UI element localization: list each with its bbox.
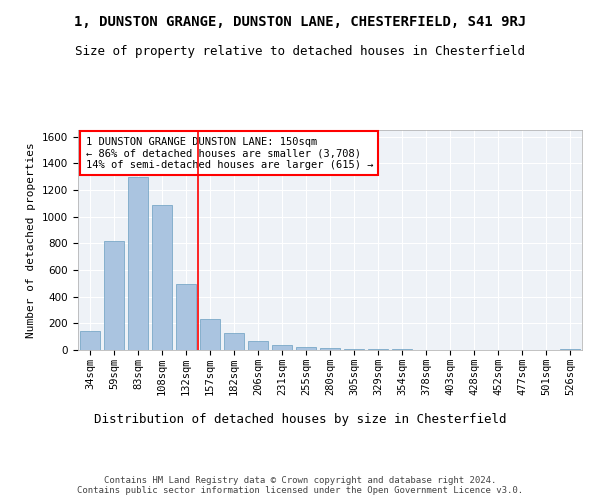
Bar bbox=[152, 204, 172, 350]
Text: Contains HM Land Registry data © Crown copyright and database right 2024.
Contai: Contains HM Land Registry data © Crown c… bbox=[77, 476, 523, 495]
Bar bbox=[128, 176, 148, 350]
Text: 1, DUNSTON GRANGE, DUNSTON LANE, CHESTERFIELD, S41 9RJ: 1, DUNSTON GRANGE, DUNSTON LANE, CHESTER… bbox=[74, 15, 526, 29]
Text: Size of property relative to detached houses in Chesterfield: Size of property relative to detached ho… bbox=[75, 45, 525, 58]
Bar bbox=[296, 346, 316, 350]
Bar bbox=[80, 332, 100, 350]
Text: 1 DUNSTON GRANGE DUNSTON LANE: 150sqm
← 86% of detached houses are smaller (3,70: 1 DUNSTON GRANGE DUNSTON LANE: 150sqm ← … bbox=[86, 136, 373, 170]
Bar bbox=[320, 348, 340, 350]
Bar bbox=[560, 348, 580, 350]
Bar bbox=[272, 345, 292, 350]
Bar bbox=[224, 332, 244, 350]
Bar bbox=[248, 342, 268, 350]
Text: Distribution of detached houses by size in Chesterfield: Distribution of detached houses by size … bbox=[94, 412, 506, 426]
Y-axis label: Number of detached properties: Number of detached properties bbox=[26, 142, 37, 338]
Bar bbox=[344, 348, 364, 350]
Bar bbox=[104, 242, 124, 350]
Bar bbox=[368, 349, 388, 350]
Bar bbox=[200, 318, 220, 350]
Bar bbox=[176, 284, 196, 350]
